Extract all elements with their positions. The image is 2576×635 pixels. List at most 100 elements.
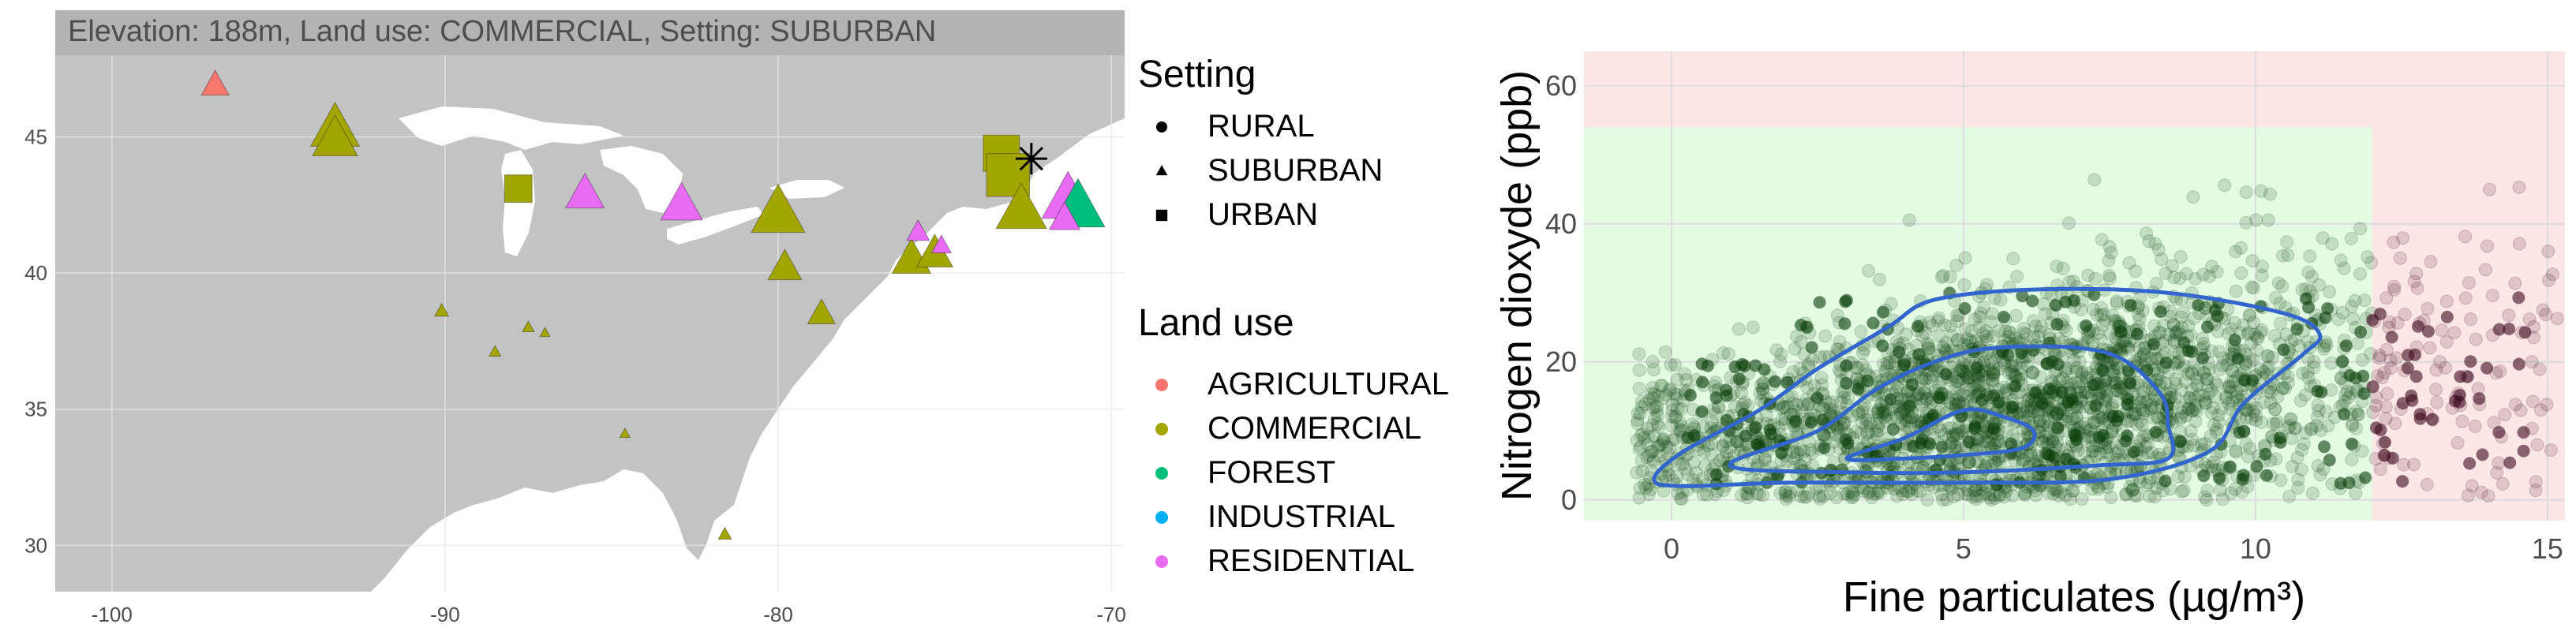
scatter-point xyxy=(2136,347,2151,361)
legend-title-land-use: Land use xyxy=(1138,302,1294,344)
scatter-point xyxy=(2380,387,2394,401)
scatter-point-dense xyxy=(2047,450,2061,464)
scatter-point-dense xyxy=(2299,292,2312,305)
scatter-point-dense xyxy=(2449,394,2462,408)
scatter-point xyxy=(2200,484,2215,498)
scatter-point xyxy=(2335,305,2349,319)
scatter-point xyxy=(2490,465,2504,480)
scatter-point xyxy=(2174,401,2188,415)
legend-label-land-use: INDUSTRIAL xyxy=(1208,499,1395,534)
scatter-point xyxy=(2186,190,2200,204)
scatter-point xyxy=(2016,405,2031,420)
scatter-point xyxy=(1956,357,1971,372)
scatter-point xyxy=(2458,230,2473,244)
scatter-point xyxy=(1716,346,1730,360)
scatter-point xyxy=(2110,296,2124,310)
scatter-point xyxy=(2539,308,2553,322)
scatter-point-dense xyxy=(1906,378,1919,391)
scatter-point xyxy=(1799,453,1812,467)
scatter-point xyxy=(1845,409,1859,423)
legend-key-square xyxy=(1155,209,1168,222)
scatter-point-dense xyxy=(1876,339,1889,353)
scatter-point xyxy=(1732,322,1746,336)
scatter-point-dense xyxy=(2174,435,2187,448)
scatter-point xyxy=(2229,443,2243,458)
scatter-point xyxy=(2010,270,2024,283)
scatter-point xyxy=(2104,356,2118,370)
scatter-point-dense xyxy=(1939,368,1953,381)
scatter-point-dense xyxy=(2114,325,2128,338)
scatter-point xyxy=(2246,353,2260,367)
scatter-point xyxy=(1647,411,1661,425)
scatter-point xyxy=(1955,361,1969,375)
scatter-point xyxy=(1972,320,1986,334)
map-station-marker xyxy=(906,219,930,241)
scatter-point xyxy=(2050,407,2064,421)
scatter-point xyxy=(1960,378,1974,392)
scatter-point-dense xyxy=(2354,325,2368,338)
scatter-point xyxy=(2065,412,2080,426)
scatter-point xyxy=(2148,237,2162,251)
scatter-point xyxy=(2077,386,2091,399)
scatter-point xyxy=(2159,266,2173,280)
scatter-point-dense xyxy=(1805,416,1818,429)
scatter-point xyxy=(1986,362,2001,376)
scatter-point xyxy=(2379,412,2393,426)
scatter-point xyxy=(1871,406,1885,420)
scatter-point xyxy=(2170,325,2185,339)
scatter-point xyxy=(2235,485,2249,499)
scatter-point xyxy=(1939,335,1953,349)
scatter-point xyxy=(2420,477,2434,491)
scatter-point xyxy=(1953,363,1967,377)
scatter-point xyxy=(2187,439,2201,453)
scatter-point-dense xyxy=(2154,305,2167,319)
scatter-point-dense xyxy=(2124,299,2137,312)
scatter-point xyxy=(2024,446,2038,460)
scatter-point-dense xyxy=(1683,389,1697,402)
scatter-point xyxy=(1662,468,1676,482)
scatter-point xyxy=(1650,408,1664,422)
scatter-point xyxy=(2291,473,2305,487)
scatter-point xyxy=(1946,429,1960,443)
scatter-point xyxy=(1969,489,1983,503)
scatter-point xyxy=(1646,391,1660,405)
legend-label-land-use: FOREST xyxy=(1208,455,1335,490)
scatter-point xyxy=(1937,341,1951,355)
scatter-point xyxy=(2114,340,2128,354)
scatter-point xyxy=(2056,407,2069,421)
scatter-point xyxy=(1632,363,1646,377)
scatter-point xyxy=(1687,455,1701,469)
scatter-point xyxy=(1799,490,1814,504)
scatter-point-dense xyxy=(2357,387,2371,400)
scatter-point xyxy=(1985,374,1999,387)
scatter-point xyxy=(2145,446,2159,460)
scatter-point xyxy=(2305,270,2320,284)
scatter-point xyxy=(2163,383,2177,397)
scatter-point xyxy=(2514,403,2528,417)
scatter-point xyxy=(1779,492,1793,506)
scatter-point-dense xyxy=(2238,374,2252,387)
scatter-point xyxy=(2255,268,2269,282)
scatter-point xyxy=(1938,428,1952,442)
scatter-point xyxy=(1923,371,1937,385)
scatter-point-dense xyxy=(1970,361,1983,375)
scatter-point xyxy=(2215,492,2230,506)
scatter-point xyxy=(1915,398,1929,413)
scatter-point xyxy=(1931,314,1945,328)
scatter-point xyxy=(1632,382,1646,395)
scatter-point-dense xyxy=(1968,421,1981,435)
scatter-point xyxy=(1988,291,2001,305)
scatter-point xyxy=(1946,490,1960,504)
scatter-point xyxy=(2215,358,2230,372)
scatter-point-dense xyxy=(1911,319,1925,333)
scatter-point xyxy=(2423,341,2437,355)
scatter-point xyxy=(1953,395,1967,409)
scatter-point-dense xyxy=(2461,370,2474,383)
scatter-point xyxy=(1720,445,1734,459)
scatter-point xyxy=(2455,414,2469,428)
scatter-point xyxy=(2110,376,2123,390)
scatter-point xyxy=(1949,393,1963,407)
scatter-point-dense xyxy=(1987,422,2001,435)
scatter-point xyxy=(2512,180,2526,194)
scatter-point xyxy=(2541,245,2555,259)
